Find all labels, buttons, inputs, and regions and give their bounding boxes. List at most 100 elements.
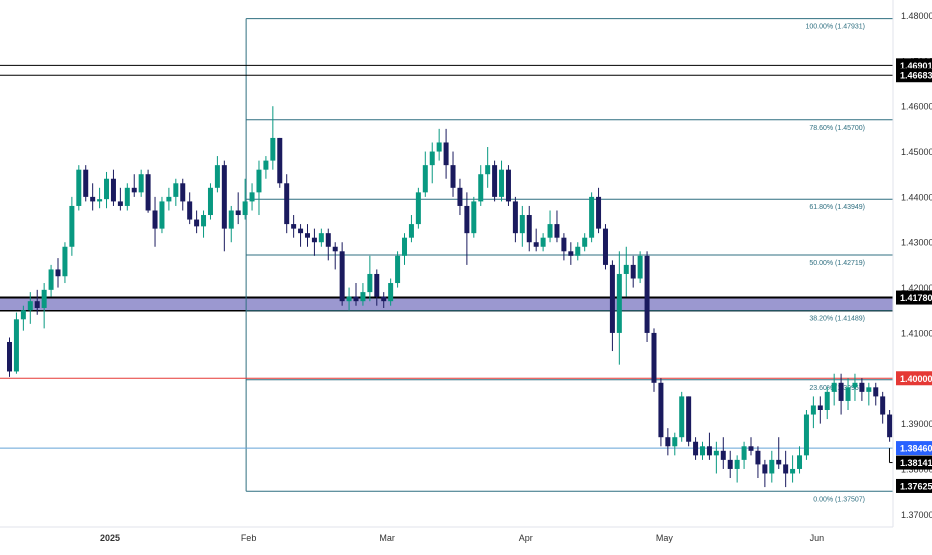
candle-body [367, 273, 373, 293]
price-axis-tick-label: 1.41000 [901, 328, 932, 338]
candle-body [623, 264, 629, 274]
candle-body [561, 237, 567, 252]
candle-body [485, 165, 491, 175]
candle-body [505, 169, 511, 202]
candle-body [277, 137, 283, 184]
candle-body [48, 269, 54, 290]
fib-level-label: 23.60% (1.39967) [809, 385, 865, 392]
candle-body [776, 459, 782, 465]
candle-body [720, 450, 726, 460]
candle-body [194, 219, 200, 227]
candle-body [131, 187, 137, 193]
candle-body [512, 201, 518, 234]
candle-body [526, 215, 532, 243]
candle-body [845, 387, 851, 401]
candle-body [291, 224, 297, 229]
horizontal-level-tag-label: 1.46683 [900, 71, 932, 81]
time-axis-label: Feb [241, 533, 257, 543]
candle-body [152, 210, 158, 229]
price-axis-tick-label: 1.46000 [901, 102, 932, 112]
support-zone [0, 297, 893, 311]
time-axis-label: May [656, 533, 674, 543]
candle-body [207, 187, 213, 216]
candle-body [533, 242, 539, 247]
candle-body [831, 382, 837, 392]
candle-body [741, 446, 747, 460]
price-axis-tick-label: 1.43000 [901, 238, 932, 248]
candle-body [478, 174, 484, 202]
candle-body [90, 196, 96, 202]
time-axis-group[interactable]: 2025 Feb Mar Apr May Jun [0, 526, 893, 543]
candle-body [117, 201, 123, 206]
candle-body [616, 273, 622, 333]
candle-body [13, 319, 19, 372]
candle-body [568, 251, 574, 256]
candle-body [360, 292, 366, 302]
candle-body [727, 459, 733, 469]
candle-body [339, 251, 345, 302]
candle-body [415, 192, 421, 225]
fib-level-label: 38.20% (1.41489) [809, 316, 865, 323]
fib-level-label: 61.80% (1.43949) [809, 204, 865, 211]
candle-body [284, 183, 290, 225]
horizontal-level-tag-label: 1.40000 [900, 374, 932, 384]
fib-level-label: 78.60% (1.45700) [809, 125, 865, 132]
candle-body [381, 296, 387, 302]
candle-body [201, 215, 207, 227]
candle-body [540, 237, 546, 247]
candle-body [7, 341, 12, 372]
candle-body [263, 160, 269, 170]
price-axis-tick-label: 1.45000 [901, 147, 932, 157]
candle-body [596, 196, 602, 229]
price-tag-label: 1.38141 [900, 458, 932, 468]
candle-body [575, 246, 581, 256]
candle-body [346, 296, 352, 302]
horizontal-level-tag-background [896, 371, 932, 386]
candle-body [706, 446, 712, 456]
candle-body [187, 201, 193, 220]
candle-body [318, 233, 324, 243]
price-tag-label: 1.37625 [900, 481, 932, 491]
candle-body [457, 187, 463, 206]
horizontal-lines-group[interactable] [0, 64, 893, 464]
candle-body [803, 414, 809, 456]
candle-body [783, 464, 789, 474]
candle-body [374, 273, 380, 297]
candle-body [304, 233, 310, 238]
support-zone-tag-label: 1.41780 [900, 293, 932, 303]
candle-body [41, 289, 47, 308]
horizontal-level-tag-label: 1.46901 [900, 61, 932, 71]
candle-body [582, 237, 588, 247]
candle-body [311, 237, 317, 243]
candle-body [859, 382, 865, 392]
candle-body [408, 224, 414, 238]
fibonacci-retracement-group[interactable]: 100.00% (1.47931) 78.60% (1.45700) 61.80% … [245, 18, 893, 504]
candle-body [499, 169, 505, 197]
candle-body [443, 142, 449, 166]
candle-body [887, 414, 893, 438]
candle-body [679, 396, 685, 438]
candle-body [665, 437, 671, 447]
candle-body [693, 441, 699, 456]
candle-body [762, 464, 768, 474]
price-axis-tick-label: 1.42000 [901, 283, 932, 293]
candle-body [388, 283, 394, 302]
horizontal-level-tag-background [896, 441, 932, 456]
price-axis-tick-label: 1.44000 [901, 192, 932, 202]
candle-body [332, 246, 338, 252]
candle-body [880, 396, 886, 415]
candle-body [519, 215, 525, 234]
candle-body [471, 201, 477, 234]
candle-body [145, 174, 151, 211]
time-axis-label: Jun [810, 533, 825, 543]
candle-body [464, 205, 470, 234]
candle-body [228, 210, 234, 229]
candle-body [866, 387, 872, 392]
candle-body [249, 192, 255, 202]
candle-body [298, 228, 304, 234]
candle-body [166, 196, 172, 202]
horizontal-level-tag-label: 1.38460 [900, 444, 932, 454]
